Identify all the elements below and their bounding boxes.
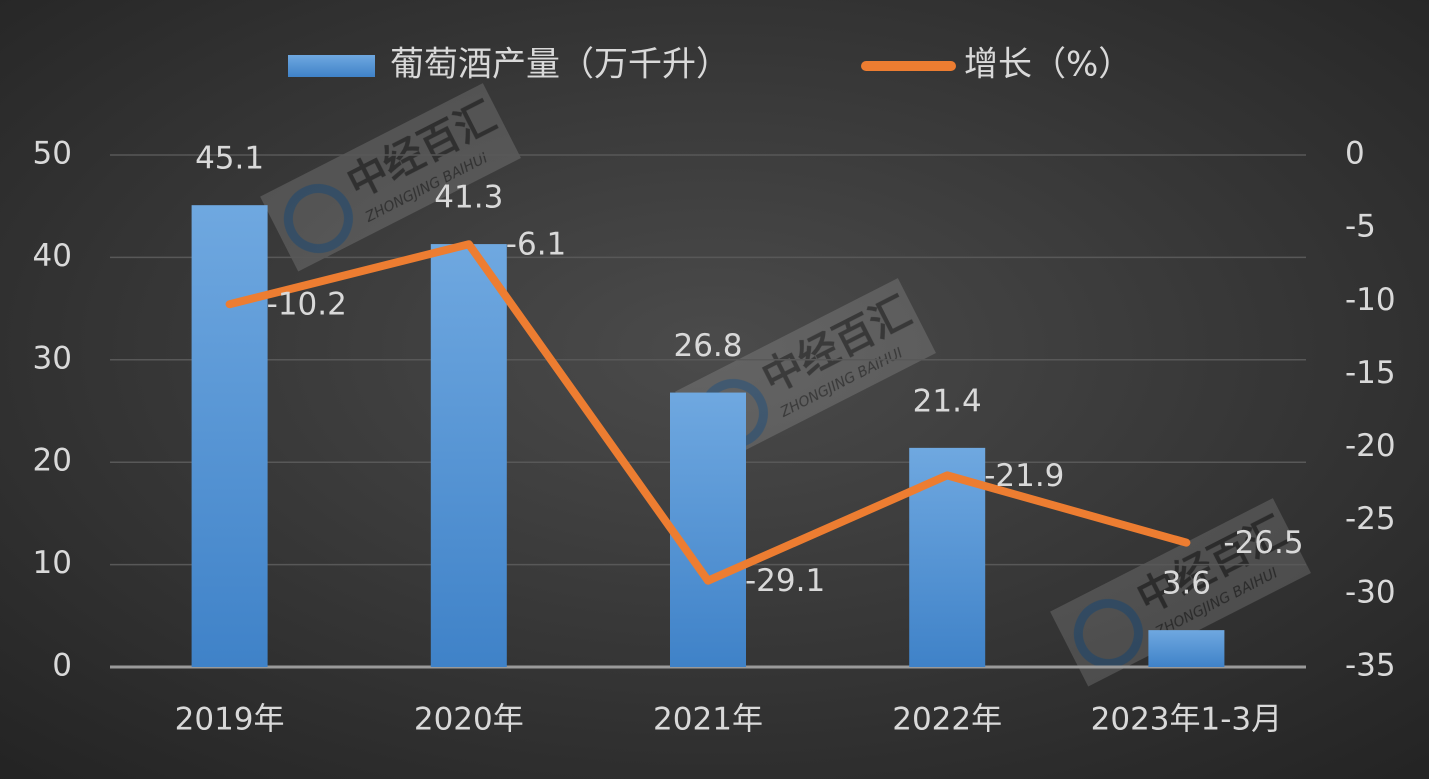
- bar-value-label: 41.3: [434, 180, 503, 216]
- legend-swatch: [288, 55, 375, 77]
- y-tick-label: 0: [52, 648, 72, 684]
- y-tick-label: 10: [33, 545, 72, 581]
- bar: [1148, 630, 1225, 667]
- y2-tick-label: -25: [1345, 501, 1396, 537]
- y2-tick-label: -30: [1345, 574, 1396, 610]
- y2-tick-label: -15: [1345, 355, 1396, 391]
- y2-tick-label: 0: [1345, 136, 1365, 172]
- y-tick-label: 40: [33, 238, 72, 274]
- line-value-label: -10.2: [267, 287, 347, 323]
- line: [225, 240, 1191, 585]
- legend-label: 增长（%）: [964, 45, 1132, 85]
- y2-tick-label: -5: [1345, 209, 1376, 245]
- watermark-logo: [1073, 599, 1143, 669]
- labels: 0 10 20 30 40 50 -35 -30 -25 -20 -15 -10 -5 0 2019年 202…: [33, 45, 1396, 738]
- line-value-label: -26.5: [1223, 525, 1303, 561]
- x-tick-label: 2023年1-3月: [1091, 702, 1283, 738]
- x-tick-label: 2020年: [414, 702, 524, 738]
- watermark-logo: [283, 184, 353, 254]
- y2-tick-label: -35: [1345, 648, 1396, 684]
- y2-tick-label: -20: [1345, 428, 1396, 464]
- marks: [191, 205, 1225, 667]
- y2-tick-label: -10: [1345, 282, 1396, 318]
- bar-value-label: 45.1: [195, 141, 264, 177]
- line-value-label: -21.9: [984, 458, 1064, 494]
- watermark-box: [260, 83, 521, 272]
- bar: [191, 205, 268, 667]
- watermark-box: [1050, 498, 1311, 687]
- bar: [430, 244, 507, 667]
- x-tick-label: 2021年: [653, 702, 763, 738]
- bar-value-label: 3.6: [1162, 566, 1211, 602]
- y-tick-label: 50: [33, 136, 72, 172]
- x-tick-label: 2022年: [892, 702, 1002, 738]
- bar-value-label: 21.4: [913, 383, 982, 419]
- y-tick-label: 30: [33, 340, 72, 376]
- x-tick-label: 2019年: [175, 702, 285, 738]
- line-value-label: -29.1: [745, 563, 825, 599]
- y-tick-label: 20: [33, 443, 72, 479]
- bar-value-label: 26.8: [673, 328, 742, 364]
- legend-label: 葡萄酒产量（万千升）: [390, 45, 730, 85]
- line-value-label: -6.1: [506, 227, 567, 263]
- bar: [670, 392, 746, 667]
